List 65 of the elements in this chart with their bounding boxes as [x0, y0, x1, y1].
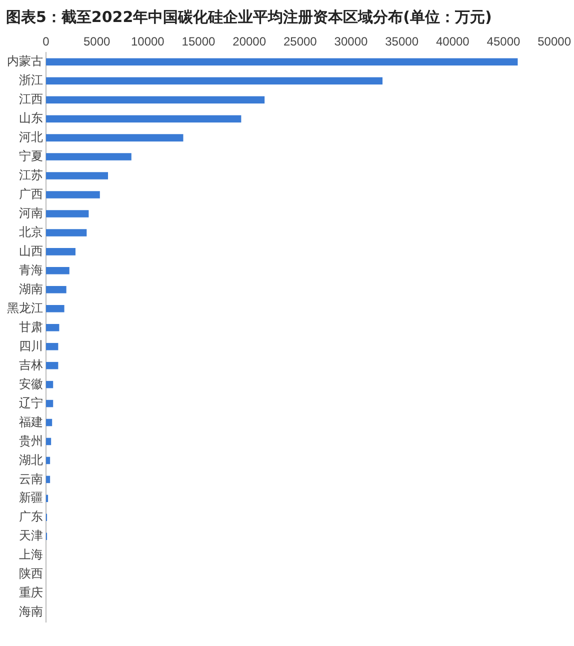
x-tick-label: 35000: [385, 34, 419, 49]
y-tick-label: 湖北: [19, 452, 43, 467]
bar: [46, 96, 265, 104]
bar: [46, 400, 54, 408]
y-tick-label: 河南: [19, 206, 43, 220]
bar: [46, 191, 100, 198]
y-tick-label: 内蒙古: [7, 54, 43, 68]
y-tick-label: 四川: [19, 338, 43, 353]
bar: [46, 476, 50, 484]
y-tick-label: 山西: [19, 244, 43, 258]
y-tick-label: 甘肃: [19, 320, 43, 334]
x-tick-label: 30000: [334, 34, 368, 49]
y-tick-label: 江西: [19, 92, 43, 106]
y-tick-label: 新疆: [19, 490, 43, 505]
bar: [46, 153, 132, 160]
bar: [46, 418, 52, 426]
bar: [46, 438, 52, 446]
y-tick-label: 北京: [19, 225, 43, 240]
y-tick-label: 上海: [19, 548, 43, 562]
bar: [46, 380, 54, 388]
x-tick-label: 15000: [182, 34, 216, 49]
y-tick-label: 浙江: [19, 73, 43, 88]
y-tick-label: 河北: [19, 130, 43, 144]
y-tick-label: 福建: [19, 414, 43, 429]
chart-title: 图表5：截至2022年中国碳化硅企业平均注册资本区域分布(单位：万元): [5, 7, 493, 28]
x-tick-label: 40000: [436, 34, 470, 49]
bar: [46, 58, 518, 66]
y-tick-label: 辽宁: [19, 396, 43, 410]
bar: [46, 456, 50, 464]
bar: [46, 229, 87, 236]
y-tick-label: 云南: [19, 472, 43, 486]
y-tick-label: 青海: [19, 262, 43, 277]
x-tick-label: 10000: [130, 34, 165, 49]
y-tick-label: 广东: [19, 510, 43, 524]
x-tick-label: 50000: [538, 34, 572, 49]
y-tick-label: 宁夏: [19, 149, 43, 164]
bar: [46, 210, 89, 218]
x-tick-label: 5000: [83, 34, 110, 49]
y-tick-label: 安徽: [19, 376, 43, 391]
y-tick-label: 黑龙江: [7, 300, 43, 315]
bar: [46, 286, 66, 294]
bar: [46, 77, 383, 84]
y-tick-label: 海南: [19, 604, 43, 619]
bar: [46, 172, 108, 180]
y-tick-label: 天津: [19, 528, 43, 543]
bar: [46, 134, 184, 142]
bar: [46, 362, 58, 370]
bar: [46, 324, 60, 332]
y-tick-label: 吉林: [19, 358, 43, 372]
y-tick-label: 湖南: [19, 282, 43, 296]
x-tick-label: 25000: [283, 34, 318, 49]
bar: [46, 248, 76, 256]
bar: [46, 115, 242, 122]
y-tick-label: 山东: [19, 111, 43, 126]
bar: [46, 305, 64, 312]
y-tick-label: 陕西: [19, 566, 43, 581]
x-tick-label: 45000: [486, 34, 520, 49]
y-tick-label: 江苏: [19, 168, 43, 182]
x-tick-label: 0: [42, 34, 50, 49]
y-tick-label: 广西: [19, 187, 43, 202]
bar: [46, 342, 58, 350]
y-tick-label: 重庆: [19, 586, 43, 600]
bar: [46, 267, 70, 274]
x-tick-label: 20000: [232, 34, 266, 49]
y-tick-label: 贵州: [19, 434, 43, 448]
